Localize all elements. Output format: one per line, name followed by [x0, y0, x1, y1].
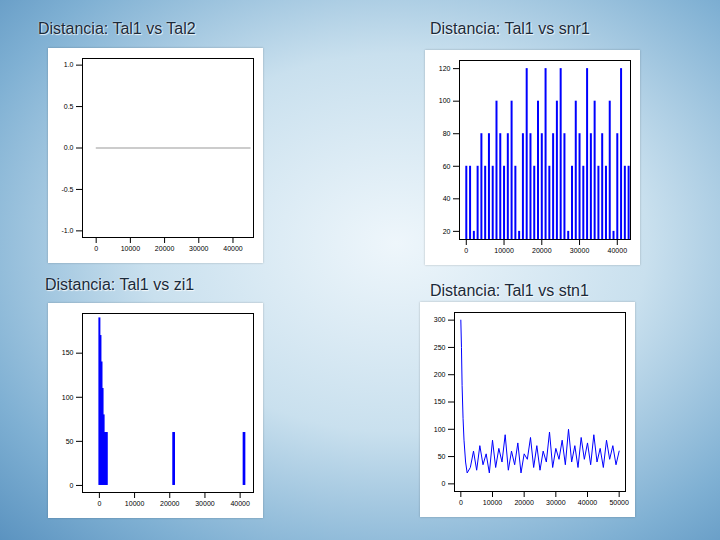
- svg-text:100: 100: [434, 426, 446, 433]
- svg-text:10000: 10000: [125, 500, 145, 507]
- svg-text:20000: 20000: [160, 500, 180, 507]
- svg-text:40: 40: [443, 195, 451, 202]
- svg-text:0: 0: [464, 247, 468, 254]
- svg-text:30000: 30000: [195, 500, 215, 507]
- svg-text:20000: 20000: [155, 245, 175, 252]
- svg-text:0: 0: [70, 482, 74, 489]
- html-text:Distancia: Tal1 vs zi1: Distancia: Tal1 vs zi1: [45, 276, 195, 293]
- html-text:Distancia: Tal1 vs stn1: Distancia: Tal1 vs stn1: [430, 282, 589, 299]
- svg-text:0: 0: [442, 480, 446, 487]
- svg-text:0.5: 0.5: [64, 103, 74, 110]
- svg-text:20000: 20000: [514, 499, 534, 506]
- svg-text:30000: 30000: [189, 245, 209, 252]
- html-text:Distancia: Tal1 vs Tal2: Distancia: Tal1 vs Tal2: [38, 20, 196, 37]
- svg-text:50: 50: [438, 453, 446, 460]
- svg-text:20: 20: [443, 228, 451, 235]
- svg-text:100: 100: [62, 394, 74, 401]
- svg-text:10000: 10000: [483, 499, 503, 506]
- svg-text:0: 0: [94, 245, 98, 252]
- svg-text:80: 80: [443, 130, 451, 137]
- svg-text:40000: 40000: [230, 500, 250, 507]
- svg-text:150: 150: [434, 398, 446, 405]
- svg-text:50: 50: [66, 438, 74, 445]
- svg-text:120: 120: [439, 65, 451, 72]
- svg-text:300: 300: [434, 316, 446, 323]
- svg-text:200: 200: [434, 371, 446, 378]
- svg-text:10000: 10000: [121, 245, 141, 252]
- svg-text:20000: 20000: [532, 247, 552, 254]
- svg-text:-0.5: -0.5: [61, 186, 73, 193]
- svg-text:-1.0: -1.0: [61, 227, 73, 234]
- svg-text:250: 250: [434, 344, 446, 351]
- svg-text:10000: 10000: [494, 247, 514, 254]
- html-text:Distancia: Tal1 vs snr1: Distancia: Tal1 vs snr1: [430, 20, 590, 37]
- svg-text:30000: 30000: [546, 499, 566, 506]
- svg-text:60: 60: [443, 163, 451, 170]
- svg-text:0: 0: [459, 499, 463, 506]
- svg-text:0.0: 0.0: [64, 144, 74, 151]
- svg-text:40000: 40000: [578, 499, 598, 506]
- svg-text:40000: 40000: [223, 245, 243, 252]
- svg-text:100: 100: [439, 97, 451, 104]
- svg-text:0: 0: [97, 500, 101, 507]
- svg-text:1.0: 1.0: [64, 61, 74, 68]
- svg-text:50000: 50000: [609, 499, 629, 506]
- svg-text:30000: 30000: [570, 247, 590, 254]
- svg-text:150: 150: [62, 349, 74, 356]
- svg-text:40000: 40000: [608, 247, 628, 254]
